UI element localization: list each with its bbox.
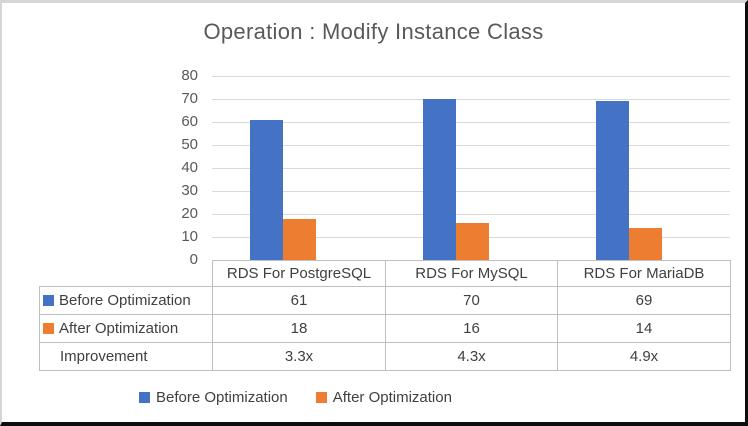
bar-before-optimization-rds-for-mysql (423, 99, 456, 260)
gridline (212, 191, 730, 192)
table-corner-cell (40, 261, 213, 287)
gridline (212, 76, 730, 77)
legend-label: After Optimization (332, 389, 452, 406)
y-axis-tick-label: 30 (181, 182, 198, 199)
value-cell: 70 (385, 286, 558, 315)
legend-swatch-before-icon (139, 392, 150, 403)
row-label-improvement: Improvement (39, 342, 213, 371)
row-label-text: After Optimization (59, 320, 179, 337)
value-cell: 4.9x (557, 342, 731, 371)
gridline (212, 214, 730, 215)
value-cell: 16 (385, 314, 558, 343)
table-row-before-optimization: Before Optimization 61 70 69 (39, 286, 731, 315)
gridline (212, 99, 730, 100)
chart-title: Operation : Modify Instance Class (203, 19, 544, 44)
value-cell: 3.3x (212, 342, 386, 371)
data-table: RDS For PostgreSQL RDS For MySQL RDS For… (39, 260, 731, 371)
table-row-after-optimization: After Optimization 18 16 14 (39, 314, 731, 343)
gridline (212, 145, 730, 146)
gridline (212, 122, 730, 123)
y-axis-tick-label: 20 (181, 205, 198, 222)
y-axis-tick-label: 40 (181, 159, 198, 176)
value-cell: 4.3x (385, 342, 558, 371)
row-label-before-optimization: Before Optimization (39, 286, 213, 315)
table-row-improvement: Improvement 3.3x 4.3x 4.9x (39, 342, 731, 371)
value-cell: 69 (557, 286, 731, 315)
y-axis: 80 70 60 50 40 30 20 10 0 (152, 67, 198, 268)
category-header-mysql: RDS For MySQL (385, 260, 558, 287)
y-axis-tick-label: 50 (181, 136, 198, 153)
bar-before-optimization-rds-for-mariadb (595, 101, 629, 260)
legend-item-after-optimization: After Optimization (315, 389, 452, 406)
category-header-postgresql: RDS For PostgreSQL (212, 260, 386, 287)
legend: Before Optimization After Optimization (139, 389, 452, 406)
row-label-text: Before Optimization (59, 292, 191, 309)
bar-before-optimization-rds-for-postgresql (250, 119, 284, 260)
swatch-after-icon (43, 323, 54, 334)
gridline (212, 168, 730, 169)
category-header-mariadb: RDS For MariaDB (557, 260, 731, 287)
legend-item-before-optimization: Before Optimization (139, 389, 288, 406)
value-cell: 61 (212, 286, 386, 315)
category-header-row: RDS For PostgreSQL RDS For MySQL RDS For… (40, 260, 731, 287)
plot-area (212, 76, 730, 260)
swatch-before-icon (43, 295, 54, 306)
legend-swatch-after-icon (315, 392, 327, 403)
bar-after-optimization-rds-for-mysql (456, 223, 489, 260)
value-cell: 14 (557, 314, 731, 343)
y-axis-tick-label: 60 (181, 113, 198, 130)
value-cell: 18 (212, 314, 386, 343)
bar-after-optimization-rds-for-postgresql (283, 218, 317, 260)
y-axis-tick-label: 0 (189, 251, 198, 268)
y-axis-tick-label: 80 (181, 67, 198, 84)
legend-label: Before Optimization (156, 389, 288, 406)
bar-after-optimization-rds-for-mariadb (628, 227, 662, 260)
y-axis-tick-label: 10 (181, 228, 198, 245)
y-axis-tick-label: 70 (181, 90, 198, 107)
row-label-after-optimization: After Optimization (39, 314, 213, 343)
